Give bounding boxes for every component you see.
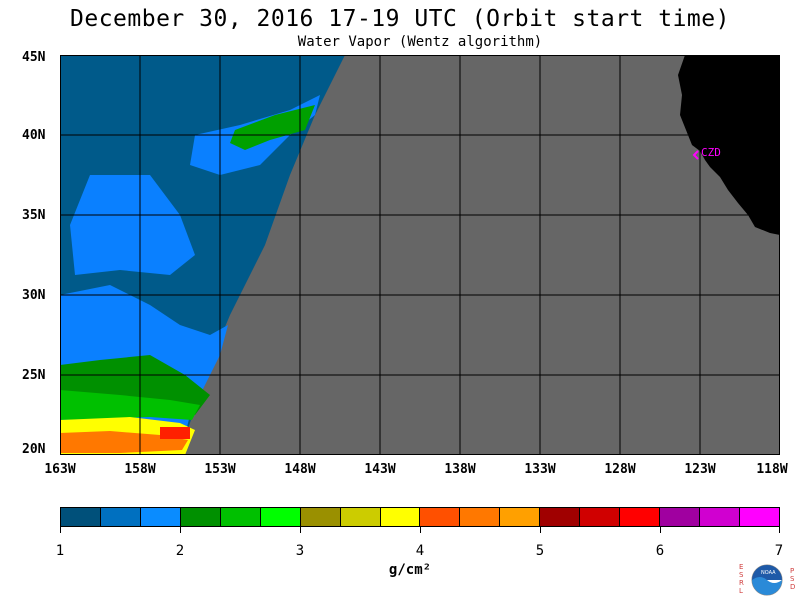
colorbar-swatch: [420, 508, 461, 526]
lon-label: 148W: [284, 462, 316, 477]
colorbar-swatch: [220, 508, 261, 526]
svg-text:R: R: [739, 579, 744, 587]
colorbar-swatch: [140, 508, 181, 526]
colorbar-swatch: [180, 508, 221, 526]
lon-label: 138W: [444, 462, 476, 477]
chart-subtitle: Water Vapor (Wentz algorithm): [297, 34, 543, 50]
colorbar-swatch: [300, 508, 341, 526]
colorbar-swatch: [540, 508, 581, 526]
lon-label: 118W: [756, 462, 788, 477]
colorbar-tick-label: 4: [415, 543, 425, 559]
colorbar-swatch: [660, 508, 700, 526]
svg-text:S: S: [790, 575, 795, 583]
map-frame: [60, 55, 780, 455]
colorbar-units: g/cm²: [388, 562, 432, 578]
swath-red: [160, 427, 190, 439]
lat-label: 45N: [22, 50, 46, 65]
svg-text:L: L: [739, 587, 743, 595]
lon-label: 158W: [124, 462, 156, 477]
colorbar-tick-label: 5: [535, 543, 545, 559]
station-label: CZD: [701, 146, 721, 159]
water-vapor-map: CZD: [60, 55, 780, 455]
lat-label: 35N: [22, 208, 46, 223]
lon-label: 153W: [204, 462, 236, 477]
colorbar-tick-label: 1: [55, 543, 65, 559]
swath-orange: [60, 431, 188, 453]
colorbar-swatch: [739, 508, 779, 526]
colorbar-swatch: [580, 508, 621, 526]
lon-label: 133W: [524, 462, 556, 477]
colorbar-swatch: [460, 508, 501, 526]
chart-title: December 30, 2016 17-19 UTC (Orbit start…: [70, 6, 730, 32]
colorbar-swatch: [340, 508, 381, 526]
land-mass: [678, 55, 780, 235]
swath-mid-wv-north: [70, 175, 195, 275]
colorbar-swatch: [380, 508, 421, 526]
svg-text:NOAA: NOAA: [761, 570, 776, 576]
svg-text:P: P: [790, 567, 794, 575]
colorbar-tick-label: 6: [655, 543, 665, 559]
colorbar-tick-label: 7: [774, 543, 784, 559]
grid-lines: [60, 55, 780, 455]
swath-green-south: [60, 390, 200, 420]
colorbar: [60, 507, 780, 527]
colorbar-tick-label: 3: [295, 543, 305, 559]
lon-label: 123W: [684, 462, 716, 477]
colorbar-swatch: [620, 508, 661, 526]
colorbar-swatch: [100, 508, 141, 526]
swath-green-arc: [230, 105, 315, 150]
lon-label: 143W: [364, 462, 396, 477]
colorbar-swatch: [61, 508, 101, 526]
lat-label: 25N: [22, 368, 46, 383]
svg-text:S: S: [739, 571, 744, 579]
station-marker: [692, 150, 699, 160]
lat-label: 20N: [22, 442, 46, 457]
colorbar-tick-label: 2: [175, 543, 185, 559]
svg-text:D: D: [790, 583, 795, 591]
lat-label: 30N: [22, 288, 46, 303]
lat-label: 40N: [22, 128, 46, 143]
svg-text:E: E: [739, 563, 743, 571]
colorbar-swatch: [700, 508, 740, 526]
lon-label: 128W: [604, 462, 636, 477]
lon-label: 163W: [44, 462, 76, 477]
colorbar-swatch: [500, 508, 541, 526]
colorbar-swatch: [260, 508, 301, 526]
